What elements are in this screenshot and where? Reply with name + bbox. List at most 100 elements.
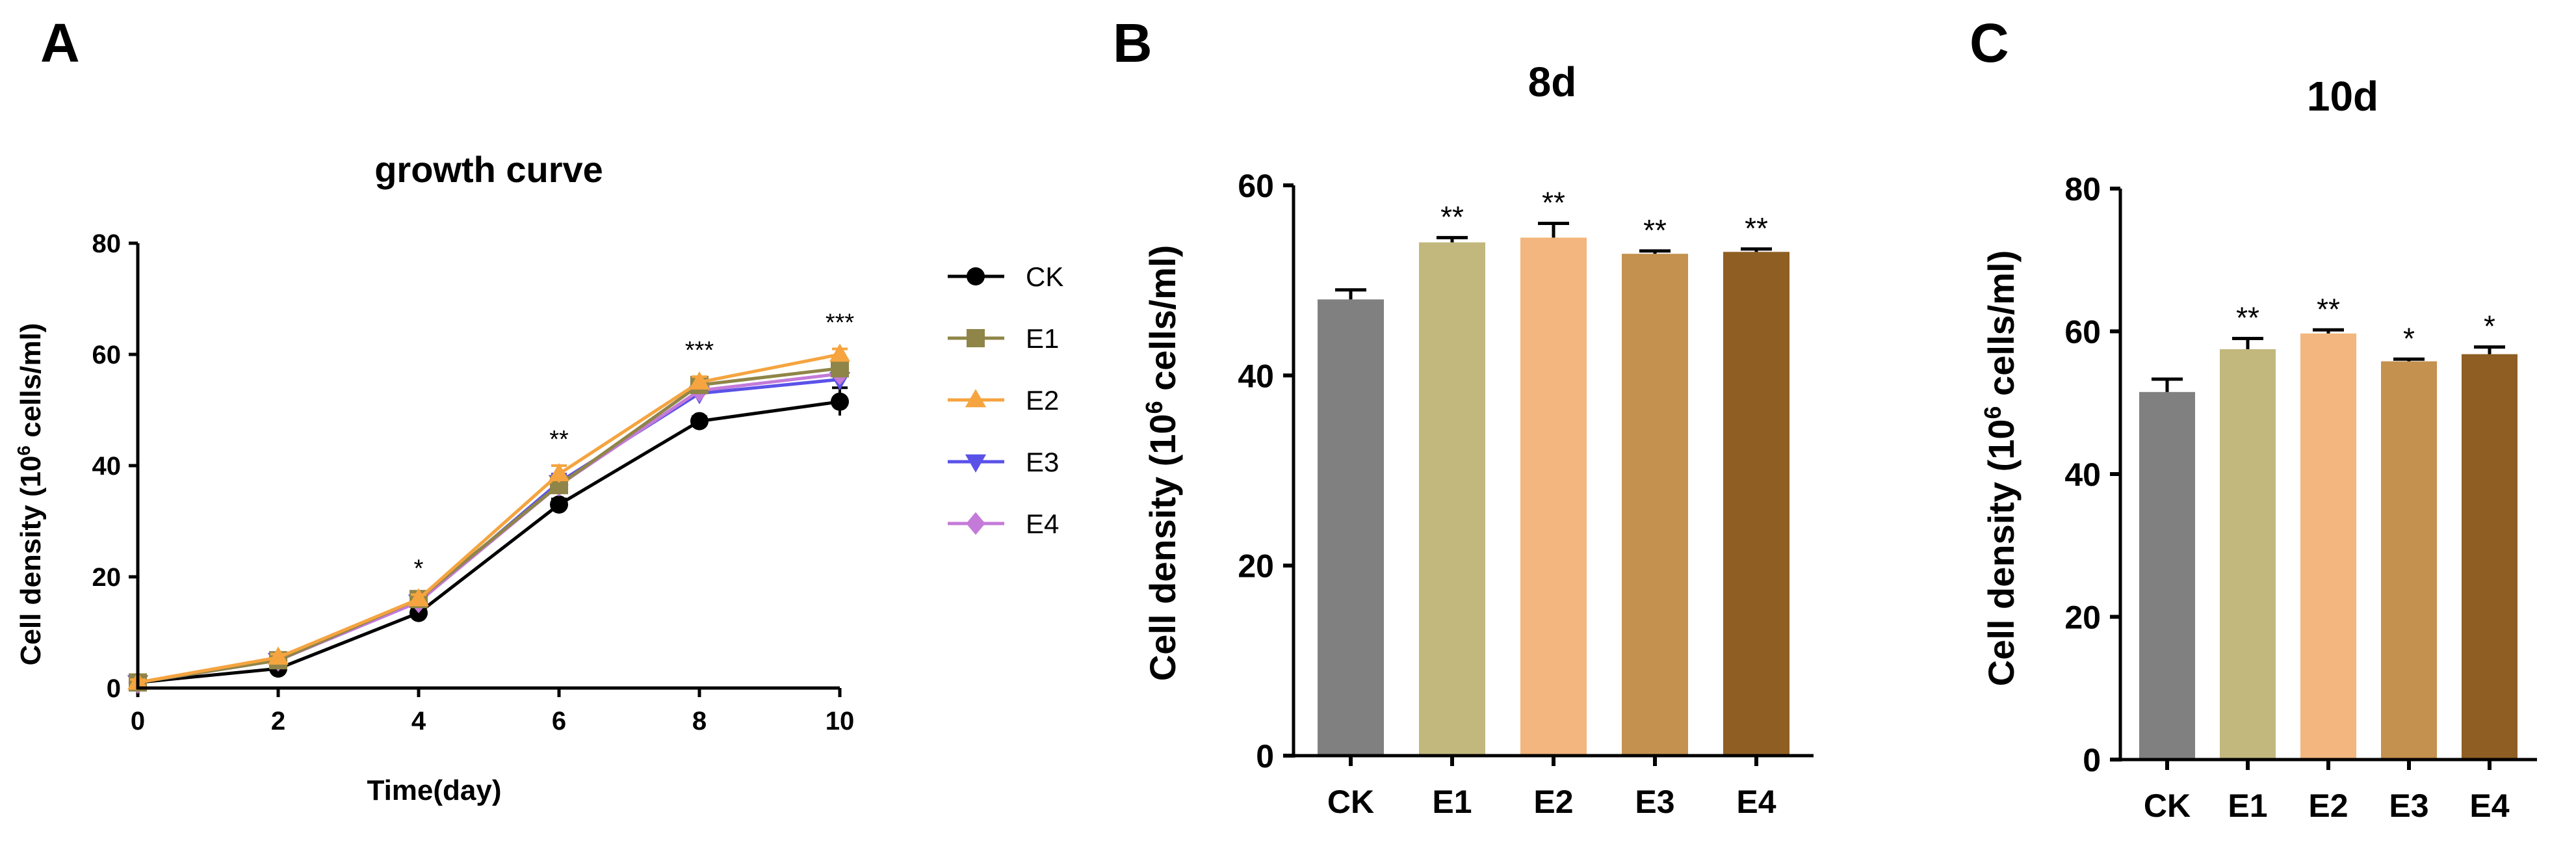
legend-item-e2: E2 [948, 385, 1059, 416]
data-point [688, 371, 710, 390]
y-tick-label: 0 [107, 674, 121, 703]
bar [1520, 237, 1587, 756]
x-axis-label-a: Time(day) [367, 775, 501, 806]
y-tick-label: 20 [1238, 548, 1274, 585]
panel-letter-b: B [1113, 12, 1152, 73]
legend-marker [967, 329, 985, 347]
series-line [137, 372, 840, 684]
y-tick-label: 60 [92, 341, 122, 369]
series-e3 [127, 372, 851, 694]
x-tick-label: 6 [552, 707, 566, 735]
series-line [137, 366, 840, 684]
bar [1622, 254, 1688, 756]
y-tick-label: 60 [2064, 314, 2101, 351]
data-point [408, 588, 430, 607]
legend-label: E3 [1026, 447, 1059, 477]
y-tick-label: 20 [2064, 600, 2101, 636]
bar-group-e4: ** E4 [1723, 211, 1789, 820]
bar [2220, 349, 2276, 760]
x-tick-label: E2 [1533, 784, 1573, 820]
series-e2 [127, 343, 851, 690]
y-axis-label-c: Cell density (106 cells/ml) [1979, 250, 2022, 687]
y-axis-label-a: Cell density (106 cells/ml) [14, 323, 47, 666]
series-line [137, 377, 840, 684]
legend-label: E1 [1026, 323, 1059, 354]
y-tick-label: 0 [2083, 742, 2101, 778]
bar [2462, 354, 2517, 760]
significance-label: *** [826, 309, 855, 336]
legend-marker [965, 454, 987, 473]
bar-group-e1: ** E1 [2220, 300, 2276, 824]
bar-group-ck: CK [1318, 288, 1384, 820]
legend-label: E2 [1026, 385, 1059, 416]
series-e1 [129, 358, 849, 692]
y-axis-label-b: Cell density (106 cells/ml) [1141, 245, 1183, 682]
x-tick-label: E2 [2308, 788, 2348, 824]
y-tick-label: 20 [92, 563, 122, 592]
legend-item-ck: CK [948, 261, 1063, 292]
significance-label: * [414, 555, 424, 582]
y-tick-label: 40 [1238, 358, 1274, 394]
bar-group-ck: CK [2139, 377, 2195, 824]
x-tick-label: 2 [271, 707, 285, 735]
bar-group-e2: ** E2 [1520, 185, 1587, 820]
growth-curve-chart: growth curve Time(day) Cell density (106… [14, 149, 1063, 806]
data-point [550, 495, 568, 514]
bar-group-e3: ** E3 [1622, 213, 1688, 820]
legend-marker [966, 512, 985, 535]
x-tick-label: 8 [692, 707, 707, 735]
chart-title-b: 8d [1528, 59, 1577, 105]
bar [1318, 299, 1384, 756]
x-tick-label: 0 [131, 707, 145, 735]
legend-label: E4 [1026, 509, 1059, 539]
data-point [548, 463, 570, 482]
significance-label: ** [1440, 200, 1464, 233]
significance-label: ** [1542, 185, 1565, 219]
x-tick-label: E1 [1432, 784, 1472, 820]
y-tick-label: 60 [1238, 168, 1274, 204]
y-tick-label: 80 [2064, 171, 2101, 207]
legend-item-e1: E1 [948, 323, 1059, 354]
bar [1419, 242, 1485, 756]
legend-marker [965, 389, 987, 408]
bar [2381, 361, 2437, 760]
series-line [137, 352, 840, 684]
significance-label: ** [1745, 211, 1768, 245]
x-tick-label: E3 [2389, 788, 2428, 824]
x-tick-label: 4 [411, 707, 426, 735]
legend-label: CK [1026, 261, 1063, 292]
series-e4 [128, 362, 850, 694]
data-point [690, 412, 709, 431]
data-point [267, 646, 289, 665]
x-tick-label: E3 [1635, 784, 1674, 820]
bar-group-e2: ** E2 [2300, 292, 2356, 824]
panel-letter-c: C [1970, 12, 2009, 73]
chart-title-a: growth curve [374, 149, 603, 190]
x-tick-label: CK [2144, 788, 2191, 824]
x-tick-label: E1 [2228, 788, 2267, 824]
bar [2139, 391, 2195, 760]
data-point [831, 359, 849, 378]
x-tick-label: E4 [2469, 788, 2509, 824]
series-ck [129, 386, 849, 692]
data-point [831, 392, 849, 411]
chart-title-c: 10d [2307, 73, 2378, 120]
x-tick-label: 10 [826, 707, 855, 735]
significance-label: * [2484, 310, 2495, 343]
panel-letter-a: A [40, 12, 80, 73]
significance-label: * [2403, 321, 2415, 355]
legend-item-e3: E3 [948, 447, 1059, 477]
significance-label: *** [685, 337, 714, 364]
bar-group-e1: ** E1 [1419, 200, 1485, 820]
legend-item-e4: E4 [948, 509, 1059, 539]
bar [1723, 252, 1789, 756]
y-tick-label: 40 [92, 452, 122, 481]
y-tick-label: 0 [1256, 738, 1274, 775]
series-line [137, 400, 840, 684]
bar-chart-10d: 10d Cell density (106 cells/ml) 0 20 40 60 8… [1979, 73, 2537, 824]
x-tick-label: CK [1327, 784, 1374, 820]
bar-chart-8d: 8d Cell density (106 cells/ml) 0 20 40 60 C… [1141, 59, 1814, 820]
x-tick-label: E4 [1736, 784, 1776, 820]
significance-label: ** [549, 426, 569, 453]
